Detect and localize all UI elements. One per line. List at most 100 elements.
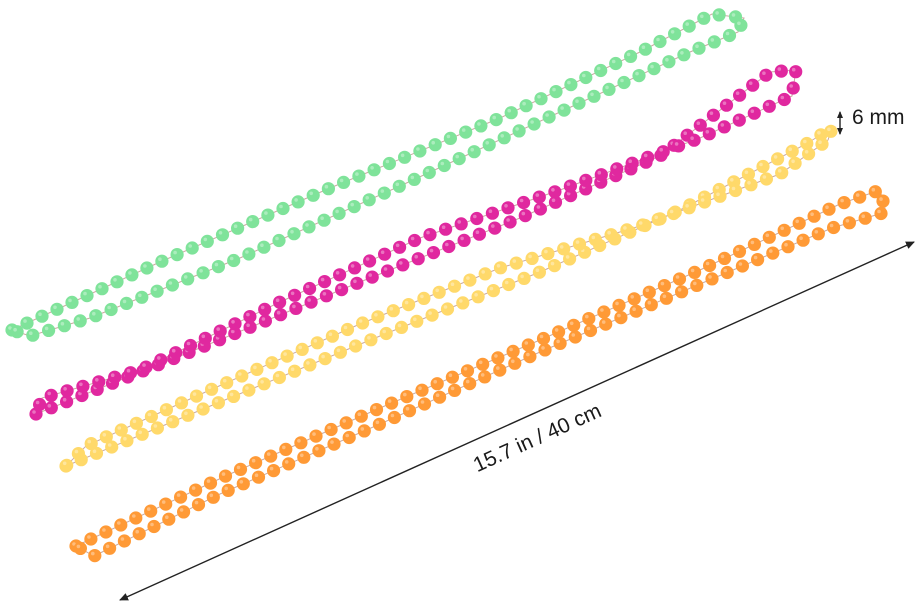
bead-highlight bbox=[248, 217, 253, 222]
bead bbox=[720, 265, 734, 280]
bead bbox=[657, 279, 672, 293]
bead bbox=[235, 369, 249, 383]
bead-highlight bbox=[413, 317, 417, 322]
bead bbox=[236, 477, 250, 491]
bead-highlight bbox=[168, 417, 173, 422]
bead bbox=[369, 403, 384, 417]
bead-highlight bbox=[102, 528, 106, 532]
bead-highlight bbox=[305, 223, 309, 227]
bead-highlight bbox=[351, 342, 356, 346]
bead-highlight bbox=[601, 320, 606, 324]
bead-highlight bbox=[541, 346, 545, 350]
bead-highlight bbox=[218, 231, 223, 235]
bead bbox=[189, 483, 203, 497]
bead-highlight bbox=[554, 328, 559, 332]
bead bbox=[89, 309, 103, 323]
bead bbox=[394, 320, 409, 334]
bead bbox=[426, 246, 441, 260]
bead bbox=[432, 285, 446, 299]
bead bbox=[348, 261, 362, 275]
bead-highlight bbox=[279, 204, 283, 209]
bead-highlight bbox=[669, 209, 674, 214]
bead bbox=[502, 277, 516, 292]
bead-highlight bbox=[276, 310, 281, 315]
bead bbox=[200, 234, 214, 248]
bead bbox=[433, 390, 447, 404]
bead bbox=[445, 370, 459, 384]
bead-highlight bbox=[275, 236, 279, 241]
bead bbox=[651, 212, 665, 226]
bead bbox=[60, 395, 74, 409]
bead-highlight bbox=[83, 291, 87, 296]
bead-highlight bbox=[445, 242, 449, 247]
bead bbox=[777, 223, 791, 237]
bead-highlight bbox=[92, 449, 97, 454]
bead-highlight bbox=[420, 400, 425, 404]
bead-highlight bbox=[110, 373, 115, 378]
bead-highlight bbox=[665, 57, 669, 62]
bead bbox=[656, 145, 670, 159]
bead bbox=[579, 173, 593, 187]
bead-highlight bbox=[335, 209, 339, 214]
bead-highlight bbox=[275, 298, 280, 303]
bead-highlight bbox=[500, 134, 505, 138]
bead bbox=[536, 331, 551, 346]
bead bbox=[317, 213, 331, 227]
bead bbox=[474, 119, 488, 133]
bead-highlight bbox=[654, 215, 658, 220]
bead bbox=[287, 227, 301, 241]
bead-highlight bbox=[744, 170, 749, 174]
bead-highlight bbox=[511, 359, 515, 364]
bead bbox=[747, 237, 762, 251]
bead-highlight bbox=[803, 139, 807, 144]
bead bbox=[722, 28, 737, 43]
bead bbox=[638, 42, 653, 56]
bead-highlight bbox=[528, 254, 532, 259]
bead-highlight bbox=[87, 439, 91, 444]
bead bbox=[302, 220, 316, 234]
bead bbox=[815, 137, 829, 151]
bead-highlight bbox=[405, 406, 410, 411]
bead bbox=[751, 253, 765, 267]
bead bbox=[811, 227, 825, 241]
bead-highlight bbox=[350, 202, 355, 207]
bead-highlight bbox=[355, 172, 359, 176]
bead bbox=[312, 444, 326, 458]
bead-highlight bbox=[339, 178, 344, 183]
bead-highlight bbox=[693, 281, 697, 286]
bead-highlight bbox=[171, 348, 176, 353]
bead-highlight bbox=[370, 166, 374, 170]
bead-highlight bbox=[199, 405, 203, 409]
bead-highlight bbox=[817, 131, 821, 135]
bead-highlight bbox=[690, 136, 694, 140]
bead-highlight bbox=[123, 436, 127, 441]
bead-highlight bbox=[635, 71, 639, 76]
bead-highlight bbox=[515, 127, 519, 131]
bead-highlight bbox=[871, 187, 876, 192]
bead-highlight bbox=[545, 113, 549, 117]
bead bbox=[294, 436, 308, 450]
bead bbox=[827, 220, 841, 235]
bead-highlight bbox=[680, 51, 684, 55]
bead bbox=[693, 118, 707, 132]
bead-highlight bbox=[506, 218, 510, 222]
bead bbox=[497, 131, 511, 145]
bead bbox=[321, 182, 335, 196]
bead bbox=[123, 366, 138, 380]
bead bbox=[457, 233, 471, 247]
bead bbox=[243, 310, 257, 324]
bead-highlight bbox=[685, 22, 689, 26]
bead bbox=[410, 314, 424, 328]
bead bbox=[517, 195, 531, 210]
bead bbox=[340, 322, 355, 337]
bead-highlight bbox=[450, 386, 455, 391]
bead bbox=[534, 92, 548, 106]
bead-highlight bbox=[777, 169, 782, 173]
bead-highlight bbox=[630, 295, 634, 299]
bead-highlight bbox=[260, 243, 264, 247]
bead-highlight bbox=[375, 420, 380, 425]
bead bbox=[460, 364, 475, 378]
bead-highlight bbox=[284, 460, 289, 464]
bead-highlight bbox=[414, 254, 419, 259]
bead-highlight bbox=[305, 284, 310, 289]
